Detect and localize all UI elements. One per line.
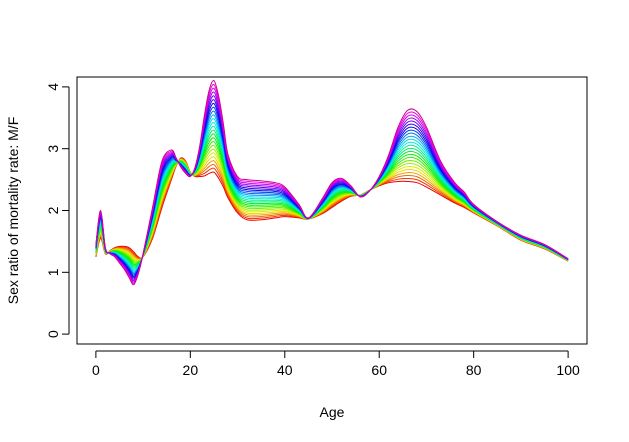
series-line-13 bbox=[95, 125, 569, 269]
series-line-4 bbox=[95, 158, 569, 262]
series-layer bbox=[95, 80, 569, 286]
y-tick-label: 4 bbox=[45, 83, 61, 91]
series-line-2 bbox=[95, 157, 569, 262]
series-line-6 bbox=[95, 152, 569, 262]
plot-frame bbox=[76, 76, 588, 345]
series-line-5 bbox=[95, 156, 569, 262]
y-axis-label: Sex ratio of mortality rate: M/F bbox=[5, 117, 21, 305]
series-line-8 bbox=[95, 144, 569, 263]
x-tick-label: 0 bbox=[92, 362, 100, 378]
x-tick-label: 100 bbox=[556, 362, 580, 378]
x-tick-label: 40 bbox=[277, 362, 293, 378]
series-line-25 bbox=[95, 80, 569, 286]
series-line-10 bbox=[95, 137, 569, 266]
x-axis-label: Age bbox=[320, 404, 345, 420]
series-line-14 bbox=[95, 121, 569, 271]
x-tick-label: 80 bbox=[466, 362, 482, 378]
y-tick-label: 1 bbox=[45, 268, 61, 276]
series-line-1 bbox=[95, 157, 569, 262]
y-axis: 0 1 2 3 4 bbox=[45, 83, 70, 338]
series-line-3 bbox=[95, 158, 569, 262]
y-tick-label: 3 bbox=[45, 145, 61, 153]
y-tick-label: 2 bbox=[45, 206, 61, 214]
y-tick-label: 0 bbox=[45, 330, 61, 338]
series-line-11 bbox=[95, 133, 569, 267]
series-line-7 bbox=[95, 148, 569, 262]
x-tick-label: 60 bbox=[371, 362, 387, 378]
series-line-9 bbox=[95, 141, 569, 264]
x-tick-label: 20 bbox=[183, 362, 199, 378]
x-axis: 0 20 40 60 80 100 bbox=[92, 350, 580, 378]
series-line-12 bbox=[95, 129, 569, 268]
